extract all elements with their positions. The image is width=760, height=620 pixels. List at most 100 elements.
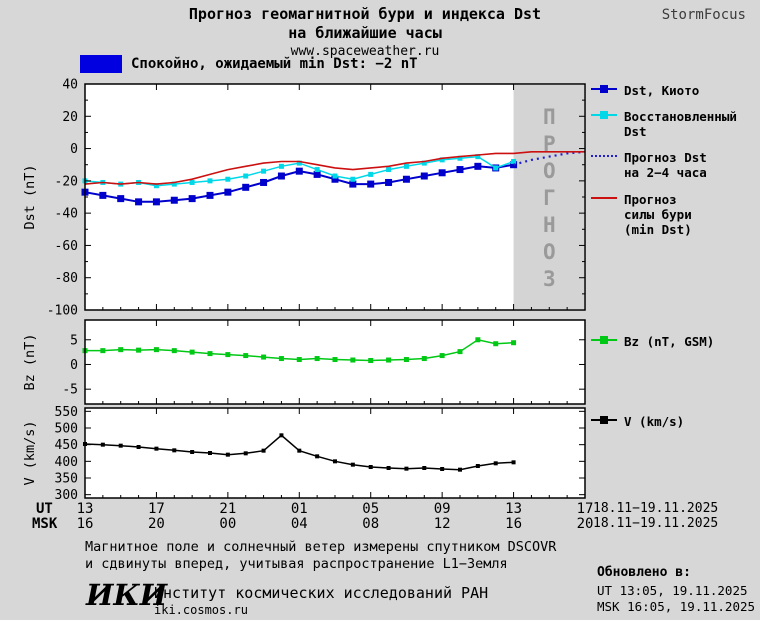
series-marker [153, 347, 159, 353]
series-marker [171, 348, 177, 354]
series-marker [297, 448, 302, 453]
series-marker [385, 178, 393, 186]
msk-tick-label: 12 [434, 516, 451, 532]
legend-sample-line [591, 83, 617, 95]
series-marker [278, 356, 284, 362]
series-marker [278, 163, 284, 169]
series-marker [314, 356, 320, 362]
y-tick-label: 20 [62, 110, 78, 125]
forecast-region [513, 85, 584, 309]
series-marker [261, 354, 267, 360]
y-tick-label: 400 [55, 455, 78, 470]
source-website: www.spaceweather.ru [290, 44, 440, 59]
series-marker [117, 195, 125, 203]
dst-axis-label: Dst (nT) [22, 164, 38, 230]
msk-tick-label: 16 [505, 516, 522, 532]
status-text: Спокойно, ожидаемый min Dst: −2 nT [131, 56, 418, 72]
series-marker [474, 162, 482, 170]
series-marker [277, 172, 285, 180]
updated-ut-time: UT 13:05, 19.11.2025 [597, 583, 748, 598]
ut-tick-label: 05 [362, 501, 379, 517]
iki-logo: ИКИ [86, 578, 168, 612]
legend-sample-line [591, 192, 617, 204]
updated-msk-time: MSK 16:05, 19.11.2025 [597, 599, 756, 614]
footer-note-line2: и сдвинуты вперед, учитывая распростране… [85, 556, 508, 572]
series-marker [402, 175, 410, 183]
ut-tick-label: 17 [148, 501, 165, 517]
legend-item: Прогноз Dst на 2−4 часа [591, 150, 759, 180]
series-marker [136, 347, 142, 353]
forecast-region-label: Г [543, 186, 556, 210]
series-marker [403, 163, 409, 169]
brand-label: StormFocus [661, 7, 746, 23]
y-tick-label: 40 [62, 78, 78, 93]
ut-date-range: 18.11−19.11.2025 [593, 501, 719, 516]
updated-at-label: Обновлено в: [597, 565, 691, 580]
msk-tick-label: 00 [219, 516, 236, 532]
legend-bz-panel: Bz (nT, GSM) [591, 334, 759, 360]
series-marker [314, 167, 320, 173]
series-marker [118, 443, 123, 448]
series-marker [208, 451, 212, 455]
series-marker [421, 160, 427, 166]
legend-label: V (km/s) [624, 414, 685, 429]
series-marker [349, 180, 357, 188]
series-marker [225, 352, 231, 358]
series-marker [456, 166, 464, 174]
series-marker [135, 198, 143, 206]
y-tick-label: 350 [55, 472, 78, 487]
series-marker [386, 466, 391, 470]
forecast-region-label: Р [543, 132, 556, 156]
series-marker [188, 195, 196, 203]
y-tick-label: 500 [55, 422, 78, 437]
y-tick-label: -20 [55, 174, 78, 189]
ut-tick-label: 09 [434, 501, 451, 517]
series-marker [261, 168, 267, 174]
series-marker [350, 357, 356, 363]
ut-tick-label: 21 [219, 501, 236, 517]
plot-border [84, 407, 586, 499]
page-title: Прогноз геомагнитной бури и индекса Dst [188, 5, 542, 23]
series-line [513, 150, 586, 166]
series-marker [136, 445, 141, 449]
msk-axis-row-label: MSK [32, 516, 58, 532]
ut-tick-label: 17 [577, 501, 594, 517]
series-marker [403, 357, 409, 363]
status-banner: Спокойно, ожидаемый min Dst: −2 nT [80, 55, 418, 73]
series-marker [493, 165, 499, 171]
series-marker [172, 448, 177, 453]
series-marker [439, 353, 445, 359]
series-marker [350, 462, 355, 467]
legend-item: Прогноз силы бури (min Dst) [591, 192, 759, 237]
series-marker [457, 155, 463, 161]
series-marker [296, 357, 302, 363]
series-marker [315, 454, 320, 459]
legend-label: Восстановленный Dst [624, 109, 737, 139]
forecast-region-label: Н [543, 213, 556, 237]
legend-sample-line [591, 109, 617, 121]
series-marker [331, 175, 339, 183]
footer-note-line1: Магнитное поле и солнечный ветер измерен… [85, 539, 557, 555]
page-subtitle: на ближайшие часы [288, 24, 442, 42]
legend-item: Bz (nT, GSM) [591, 334, 759, 349]
series-marker [386, 357, 392, 363]
legend-item: Восстановленный Dst [591, 109, 759, 139]
plot-background [85, 408, 585, 498]
series-marker [332, 173, 338, 179]
series-line [84, 151, 585, 185]
y-tick-label: 550 [55, 405, 78, 420]
series-marker [260, 178, 268, 186]
y-tick-label: -100 [47, 304, 78, 319]
series-marker [296, 160, 302, 166]
series-marker [368, 358, 374, 364]
series-marker [368, 171, 374, 177]
series-marker [170, 196, 178, 204]
legend-v-panel: V (km/s) [591, 414, 759, 440]
series-marker [511, 158, 517, 164]
series-marker [118, 347, 124, 353]
series-marker [207, 351, 213, 357]
legend-sample-line [591, 334, 617, 346]
series-marker [100, 348, 106, 354]
